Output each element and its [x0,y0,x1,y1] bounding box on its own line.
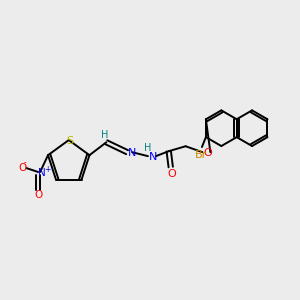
Text: O: O [203,148,212,158]
Text: N: N [149,152,157,162]
Text: N: N [128,148,136,158]
Text: O: O [34,190,42,200]
Text: Br: Br [195,150,207,160]
Text: S: S [66,136,73,146]
Text: O: O [167,169,176,179]
Text: H: H [101,130,108,140]
Text: -: - [24,159,27,168]
Text: N: N [38,168,46,178]
Text: +: + [44,164,50,173]
Text: H: H [144,143,152,153]
Text: O: O [18,163,26,173]
